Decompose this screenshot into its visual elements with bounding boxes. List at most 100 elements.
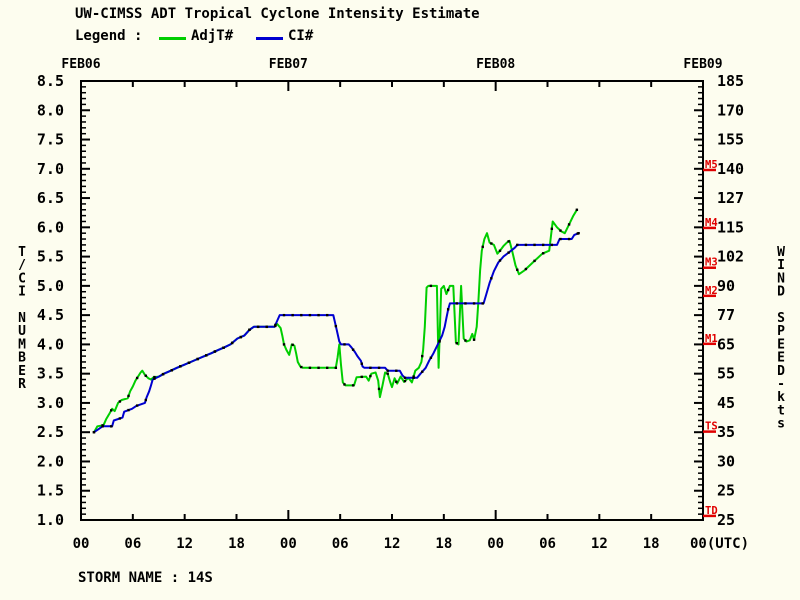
series-line-ci [93,232,580,434]
series-marker-ci [205,354,208,357]
series-marker-adjt [351,384,355,387]
series-marker-ci [300,313,303,317]
y-axis-left-title-char: C [18,271,26,286]
series-marker-ci [386,369,389,372]
series-marker-ci [326,313,329,317]
y-axis-right-title-char: I [777,258,785,273]
x-axis-date-label: FEB07 [269,57,308,72]
series-marker-ci [498,259,502,262]
y-axis-right-title-char: W [777,245,785,260]
series-marker-adjt [464,339,467,342]
y-axis-right-label: 65 [717,335,735,353]
y-axis-left-title-char: M [18,337,26,352]
y-axis-right-title-char: D [777,285,785,300]
y-axis-left-label: 4.5 [37,306,64,324]
series-marker-ci [135,404,139,407]
series-marker-adjt [153,375,156,379]
x-axis-hour-label: 06 [332,536,349,552]
series-marker-ci [127,408,130,412]
series-marker-ci [377,366,381,370]
series-marker-ci [118,417,122,420]
y-axis-right-label: 55 [717,365,735,383]
y-axis-left-label: 3.0 [37,394,64,412]
category-label-m3: M3 [705,257,718,269]
x-axis-hour-label: 12 [384,536,401,552]
legend-ci-swatch [256,37,283,40]
y-axis-right-title-char: k [777,390,785,405]
x-axis-hour-label: 00 [73,536,90,552]
series-marker-ci [274,323,277,327]
series-marker-ci [524,243,528,247]
series-marker-ci [438,339,441,343]
y-axis-right-title-char: E [777,351,785,366]
x-axis-date-label: FEB09 [683,57,722,72]
series-marker-ci [559,237,562,241]
series-marker-ci [395,369,398,372]
x-axis-date-label: FEB08 [476,57,515,72]
series-marker-ci [472,302,476,305]
series-marker-ci [490,277,493,280]
y-axis-right-label: 170 [717,101,744,119]
y-axis-right-label: 185 [717,72,744,90]
series-marker-ci [343,343,346,346]
series-marker-adjt [421,354,424,358]
series-marker-adjt [533,259,536,263]
series-marker-adjt [559,229,562,232]
series-marker-ci [179,365,182,368]
category-label-m1: M1 [705,333,718,345]
series-marker-ci [516,243,519,247]
series-marker-adjt [481,245,484,249]
x-axis-hour-label: 18 [643,536,660,552]
y-axis-right-label: 45 [717,394,735,412]
series-marker-adjt [369,374,372,378]
series-marker-ci [222,346,225,349]
series-marker-adjt [575,208,579,211]
category-label-m5: M5 [705,159,718,171]
series-marker-adjt [386,372,389,375]
series-marker-ci [256,325,260,329]
series-marker-ci [369,366,372,370]
series-marker-ci [187,361,191,364]
y-axis-left-title-char: T [18,245,26,260]
series-marker-ci [481,302,484,305]
y-axis-left-label: 7.5 [37,131,64,149]
y-axis-right-label: 127 [717,189,744,207]
series-marker-ci [412,376,415,379]
x-axis-hour-label: 12 [176,536,193,552]
series-marker-adjt [490,242,493,245]
x-axis-date-label: FEB06 [61,57,100,72]
series-marker-ci [421,370,424,373]
series-marker-ci [92,431,96,434]
y-axis-right-title-char: s [777,417,785,432]
y-axis-right-title-char: S [777,311,785,326]
y-axis-right-title-char: - [777,377,785,392]
legend-label: Legend : [75,28,143,44]
y-axis-left-title-char: N [18,311,26,326]
series-marker-adjt [334,366,338,370]
category-label-m2: M2 [705,285,718,297]
series-marker-ci [455,302,458,305]
series-marker-adjt [118,400,122,403]
series-marker-ci [239,335,243,339]
series-marker-ci [196,357,199,361]
series-marker-adjt [317,366,320,370]
series-marker-ci [282,313,286,317]
series-marker-ci [101,425,104,428]
series-marker-ci [429,356,433,359]
series-marker-adjt [498,249,502,252]
y-axis-right-title-char: t [777,403,785,418]
series-marker-adjt [516,268,519,271]
series-marker-adjt [377,387,381,391]
series-marker-ci [153,377,156,380]
series-marker-adjt [300,365,303,369]
y-axis-left-label: 5.0 [37,277,64,295]
series-marker-adjt [291,343,294,346]
series-marker-ci [334,324,338,328]
series-marker-adjt [110,409,113,412]
y-axis-right-title-char: N [777,271,785,286]
y-axis-right-label: 25 [717,482,735,500]
x-axis-hour-label: 00(UTC) [690,536,749,552]
category-label-m4: M4 [705,217,718,229]
series-marker-adjt [524,267,528,271]
legend-ci-label: CI# [288,28,314,44]
